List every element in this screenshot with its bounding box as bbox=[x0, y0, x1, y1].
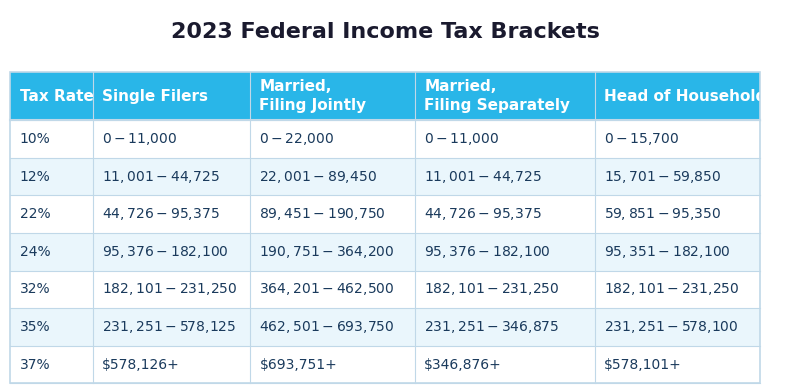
Text: $15,701 - $59,850: $15,701 - $59,850 bbox=[604, 168, 721, 184]
Text: $22,001 - $89,450: $22,001 - $89,450 bbox=[259, 168, 378, 184]
Text: $578,126+: $578,126+ bbox=[102, 358, 180, 372]
Text: $11,001 - $44,725: $11,001 - $44,725 bbox=[424, 168, 542, 184]
Text: $364,201 - $462,500: $364,201 - $462,500 bbox=[259, 282, 395, 298]
Text: $231,251 - $578,100: $231,251 - $578,100 bbox=[604, 319, 738, 335]
Text: $44,726 - $95,375: $44,726 - $95,375 bbox=[424, 206, 542, 222]
Text: $182,101 - $231,250: $182,101 - $231,250 bbox=[424, 282, 560, 298]
FancyBboxPatch shape bbox=[10, 72, 760, 120]
FancyBboxPatch shape bbox=[10, 233, 760, 271]
FancyBboxPatch shape bbox=[10, 271, 760, 308]
Text: 2023 Federal Income Tax Brackets: 2023 Federal Income Tax Brackets bbox=[170, 22, 599, 42]
Text: 37%: 37% bbox=[19, 358, 50, 372]
Text: $190,751 - $364,200: $190,751 - $364,200 bbox=[259, 244, 395, 260]
Text: 12%: 12% bbox=[19, 170, 50, 184]
FancyBboxPatch shape bbox=[10, 346, 760, 383]
Text: $182,101 - $231,250: $182,101 - $231,250 bbox=[604, 282, 739, 298]
Text: $95,351 - $182,100: $95,351 - $182,100 bbox=[604, 244, 730, 260]
Text: $11,001 - $44,725: $11,001 - $44,725 bbox=[102, 168, 219, 184]
Text: $346,876+: $346,876+ bbox=[424, 358, 502, 372]
Text: $0 - $11,000: $0 - $11,000 bbox=[424, 131, 500, 147]
Text: $95,376 - $182,100: $95,376 - $182,100 bbox=[424, 244, 551, 260]
Text: Single Filers: Single Filers bbox=[102, 89, 208, 104]
Text: 10%: 10% bbox=[19, 132, 50, 146]
FancyBboxPatch shape bbox=[10, 158, 760, 195]
Text: Married,
Filing Separately: Married, Filing Separately bbox=[424, 79, 570, 113]
Text: $89,451 - $190,750: $89,451 - $190,750 bbox=[259, 206, 386, 222]
Text: $231,251 - $578,125: $231,251 - $578,125 bbox=[102, 319, 236, 335]
FancyBboxPatch shape bbox=[10, 195, 760, 233]
Text: $693,751+: $693,751+ bbox=[259, 358, 337, 372]
Text: 24%: 24% bbox=[19, 245, 50, 259]
Text: $0 - $11,000: $0 - $11,000 bbox=[102, 131, 178, 147]
Text: $578,101+: $578,101+ bbox=[604, 358, 682, 372]
Text: $0 - $22,000: $0 - $22,000 bbox=[259, 131, 334, 147]
Text: $95,376 - $182,100: $95,376 - $182,100 bbox=[102, 244, 229, 260]
Text: $462,501 - $693,750: $462,501 - $693,750 bbox=[259, 319, 395, 335]
Text: $231,251 - $346,875: $231,251 - $346,875 bbox=[424, 319, 559, 335]
FancyBboxPatch shape bbox=[10, 120, 760, 158]
Text: $182,101 - $231,250: $182,101 - $231,250 bbox=[102, 282, 238, 298]
Text: Head of Household: Head of Household bbox=[604, 89, 766, 104]
Text: 35%: 35% bbox=[19, 320, 50, 334]
FancyBboxPatch shape bbox=[10, 308, 760, 346]
Text: Tax Rate: Tax Rate bbox=[19, 89, 94, 104]
Text: Married,
Filing Jointly: Married, Filing Jointly bbox=[259, 79, 366, 113]
Text: $44,726 - $95,375: $44,726 - $95,375 bbox=[102, 206, 219, 222]
Text: $59,851 - $95,350: $59,851 - $95,350 bbox=[604, 206, 721, 222]
Text: 22%: 22% bbox=[19, 207, 50, 221]
Text: $0 - $15,700: $0 - $15,700 bbox=[604, 131, 679, 147]
Text: 32%: 32% bbox=[19, 282, 50, 296]
